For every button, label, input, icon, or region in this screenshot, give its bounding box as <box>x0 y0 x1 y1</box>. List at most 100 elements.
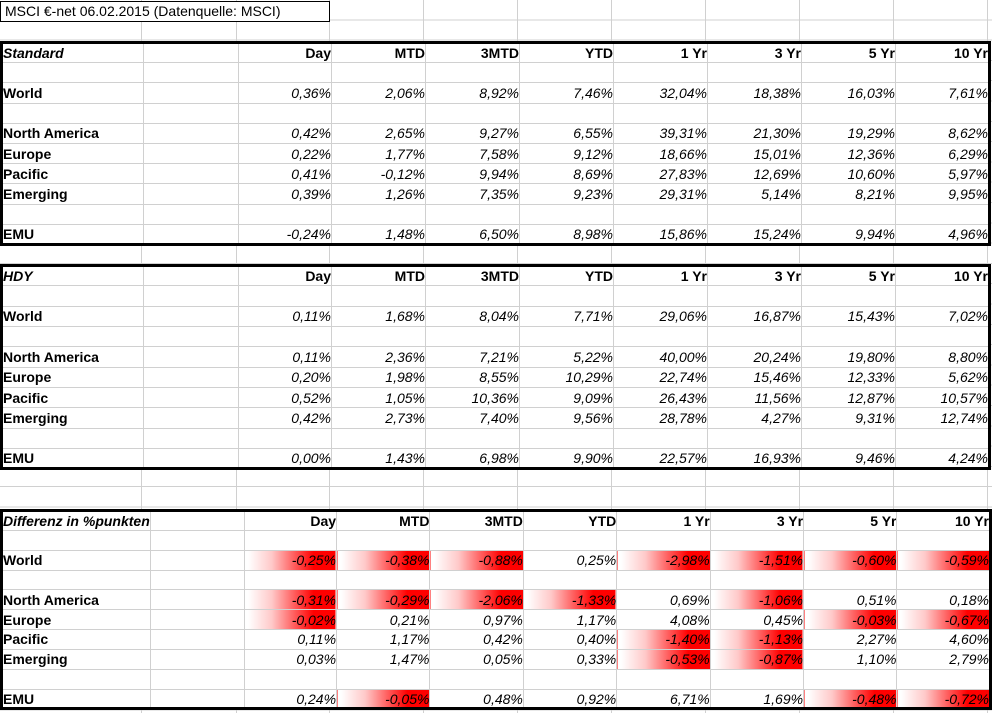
spacer-cell[interactable] <box>425 427 520 450</box>
spacer-cell[interactable] <box>143 102 239 124</box>
spacer-cell[interactable] <box>616 529 711 551</box>
value-cell[interactable]: 0,52% <box>238 387 332 409</box>
column-header-cell[interactable]: Day <box>238 41 332 64</box>
value-cell[interactable]: 27,83% <box>613 163 708 185</box>
value-cell[interactable]: 8,92% <box>425 82 520 104</box>
value-cell[interactable]: 0,25% <box>522 549 618 571</box>
row-label-cell[interactable]: EMU <box>1 688 151 710</box>
spacer-cell[interactable] <box>331 203 426 225</box>
spacer-cell[interactable] <box>149 549 245 571</box>
value-cell[interactable]: -0,59% <box>896 549 991 571</box>
value-cell[interactable]: 22,74% <box>613 366 708 389</box>
value-cell[interactable]: 5,62% <box>895 366 990 389</box>
spacer-cell[interactable] <box>896 569 991 591</box>
value-cell[interactable]: 5,22% <box>519 346 614 368</box>
column-header-cell[interactable]: 1 Yr <box>616 510 711 531</box>
spacer-cell[interactable] <box>522 668 618 690</box>
column-header-cell[interactable]: 5 Yr <box>803 510 898 531</box>
spacer-cell[interactable] <box>149 609 245 631</box>
spacer-cell[interactable] <box>143 305 239 328</box>
value-cell[interactable]: -0,48% <box>803 688 898 710</box>
value-cell[interactable]: 0,00% <box>238 448 332 470</box>
spacer-cell[interactable] <box>143 41 239 64</box>
value-cell[interactable]: 2,73% <box>331 407 426 429</box>
spacer-cell[interactable] <box>707 326 802 348</box>
column-header-cell[interactable]: 5 Yr <box>801 41 896 64</box>
value-cell[interactable]: -2,98% <box>616 549 711 571</box>
value-cell[interactable]: 4,27% <box>707 407 802 429</box>
column-header-cell[interactable]: 10 Yr <box>896 510 991 531</box>
row-label-cell[interactable]: Europe <box>1 142 144 165</box>
spacer-cell[interactable] <box>613 285 708 307</box>
spacer-cell[interactable] <box>1 529 151 551</box>
column-header-cell[interactable]: 10 Yr <box>895 264 990 287</box>
spacer-cell[interactable] <box>238 62 332 84</box>
spacer-cell[interactable] <box>1 102 144 124</box>
value-cell[interactable]: -0,87% <box>709 648 805 670</box>
value-cell[interactable]: 7,58% <box>425 142 520 165</box>
table-title-cell[interactable]: HDY <box>1 264 144 287</box>
value-cell[interactable]: 0,42% <box>238 122 332 144</box>
row-label-cell[interactable]: Pacific <box>1 163 144 185</box>
value-cell[interactable]: 9,12% <box>519 142 614 165</box>
spacer-cell[interactable] <box>336 569 431 591</box>
row-label-cell[interactable]: Emerging <box>1 407 144 429</box>
value-cell[interactable]: 1,68% <box>331 305 426 328</box>
spacer-cell[interactable] <box>143 142 239 165</box>
column-header-cell[interactable]: 5 Yr <box>801 264 896 287</box>
spacer-cell[interactable] <box>519 203 614 225</box>
row-label-cell[interactable]: Pacific <box>1 629 151 650</box>
value-cell[interactable]: -1,33% <box>522 589 618 611</box>
column-header-cell[interactable]: YTD <box>519 264 614 287</box>
spacer-cell[interactable] <box>616 668 711 690</box>
spacer-cell[interactable] <box>709 529 805 551</box>
spacer-cell[interactable] <box>1 569 151 591</box>
spacer-cell[interactable] <box>331 427 426 450</box>
value-cell[interactable]: 0,97% <box>429 609 524 631</box>
value-cell[interactable]: 0,03% <box>243 648 338 670</box>
spacer-cell[interactable] <box>707 102 802 124</box>
column-header-cell[interactable]: 3 Yr <box>709 510 805 531</box>
value-cell[interactable]: 10,60% <box>801 163 896 185</box>
spacer-cell[interactable] <box>143 448 239 470</box>
value-cell[interactable]: 4,08% <box>616 609 711 631</box>
spacer-cell[interactable] <box>1 62 144 84</box>
value-cell[interactable]: 20,24% <box>707 346 802 368</box>
spacer-cell[interactable] <box>895 203 990 225</box>
spacer-cell[interactable] <box>429 529 524 551</box>
value-cell[interactable]: 5,14% <box>707 183 802 205</box>
value-cell[interactable]: -0,12% <box>331 163 426 185</box>
column-header-cell[interactable]: 3 Yr <box>707 264 802 287</box>
value-cell[interactable]: 9,31% <box>801 407 896 429</box>
value-cell[interactable]: -1,40% <box>616 629 711 650</box>
spacer-cell[interactable] <box>149 629 245 650</box>
value-cell[interactable]: 8,69% <box>519 163 614 185</box>
value-cell[interactable]: 18,66% <box>613 142 708 165</box>
spacer-cell[interactable] <box>149 510 245 531</box>
value-cell[interactable]: 28,78% <box>613 407 708 429</box>
spacer-cell[interactable] <box>803 668 898 690</box>
value-cell[interactable]: 32,04% <box>613 82 708 104</box>
value-cell[interactable]: 9,94% <box>425 163 520 185</box>
value-cell[interactable]: 16,03% <box>801 82 896 104</box>
row-label-cell[interactable]: North America <box>1 122 144 144</box>
spacer-cell[interactable] <box>803 529 898 551</box>
spacer-cell[interactable] <box>709 569 805 591</box>
value-cell[interactable]: 8,21% <box>801 183 896 205</box>
value-cell[interactable]: 4,24% <box>895 448 990 470</box>
spacer-cell[interactable] <box>895 285 990 307</box>
value-cell[interactable]: 2,79% <box>896 648 991 670</box>
value-cell[interactable]: 7,35% <box>425 183 520 205</box>
spacer-cell[interactable] <box>238 326 332 348</box>
value-cell[interactable]: 15,86% <box>613 223 708 245</box>
value-cell[interactable]: 8,80% <box>895 346 990 368</box>
value-cell[interactable]: 6,50% <box>425 223 520 245</box>
row-label-cell[interactable]: Pacific <box>1 387 144 409</box>
value-cell[interactable]: 6,71% <box>616 688 711 710</box>
value-cell[interactable]: 1,17% <box>522 609 618 631</box>
spacer-cell[interactable] <box>143 223 239 245</box>
spacer-cell[interactable] <box>803 569 898 591</box>
spacer-cell[interactable] <box>238 285 332 307</box>
row-label-cell[interactable]: World <box>1 82 144 104</box>
value-cell[interactable]: 21,30% <box>707 122 802 144</box>
